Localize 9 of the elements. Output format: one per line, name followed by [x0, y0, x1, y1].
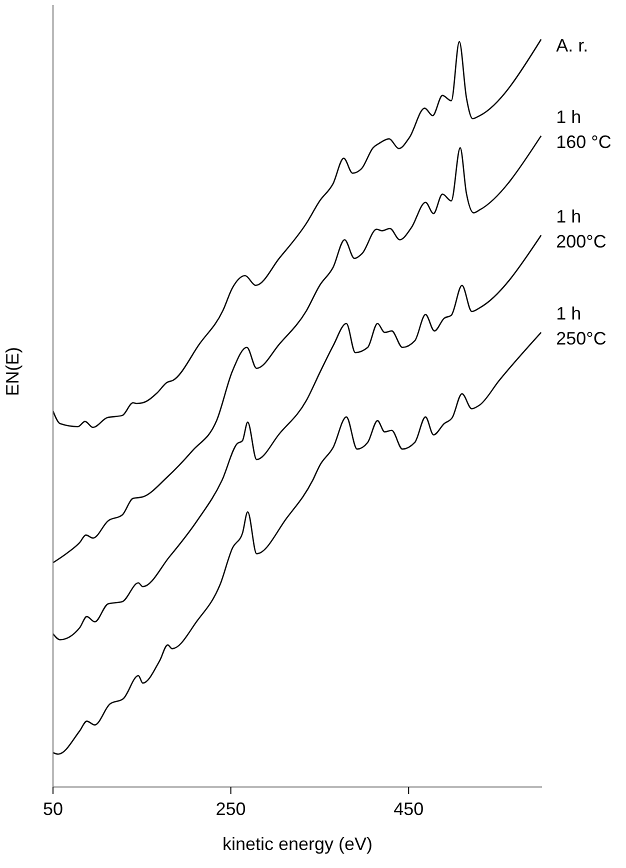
series-label: A. r.	[556, 35, 588, 56]
y-axis-title: EN(E)	[2, 347, 22, 396]
x-axis-title: kinetic energy (eV)	[222, 834, 373, 854]
series-label: 1 h 160 °C	[556, 106, 612, 152]
x-tick-label: 250	[216, 798, 246, 819]
x-tick-label: 50	[42, 798, 64, 819]
x-tick-label: 450	[394, 798, 424, 819]
series-label: 1 h 200°C	[556, 206, 606, 252]
series-label: 1 h 250°C	[556, 303, 606, 348]
